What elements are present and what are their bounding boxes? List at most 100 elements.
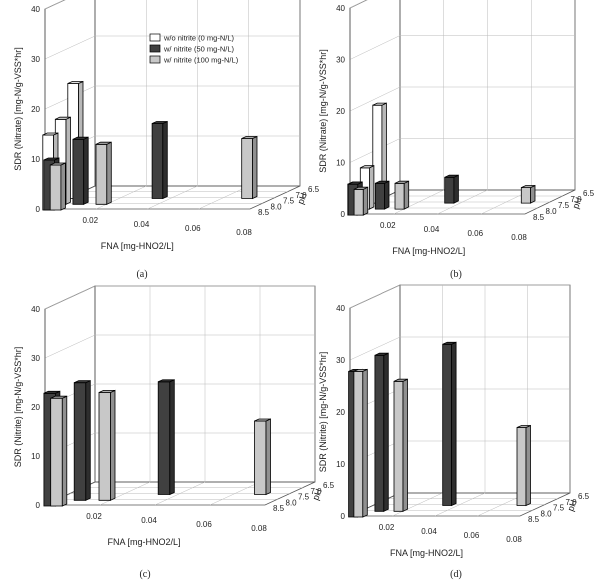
- bar-side: [162, 120, 168, 200]
- legend-label: w/ nitrite (50 mg-N/L): [163, 45, 235, 54]
- x-tick-label: 0.06: [196, 520, 212, 529]
- z-tick-label: 8.0: [541, 509, 553, 518]
- y-tick-label: 20: [31, 105, 40, 114]
- z-tick-label: 8.0: [546, 207, 558, 216]
- panel-label: (c): [139, 569, 150, 580]
- x-tick-label: 0.06: [464, 531, 480, 540]
- panel-label: (b): [450, 269, 462, 280]
- bar-top: [353, 186, 368, 190]
- legend-swatch: [149, 44, 161, 53]
- z-tick-label: 8.0: [286, 498, 298, 507]
- bar-side: [383, 352, 389, 512]
- bar-side: [106, 141, 112, 205]
- x-tick-label: 0.02: [379, 523, 395, 532]
- x-tick-label: 0.04: [134, 220, 150, 229]
- bar-top: [98, 389, 116, 393]
- bar-front: [254, 420, 267, 495]
- x-tick-label: 0.08: [506, 535, 522, 544]
- z-tick-label: 8.0: [271, 202, 283, 211]
- bar-side: [525, 424, 531, 507]
- z-axis-label: pH: [311, 487, 324, 501]
- bar-top: [43, 390, 61, 394]
- bar-front: [157, 381, 171, 495]
- bar-front: [49, 164, 62, 211]
- bar-top: [50, 162, 66, 166]
- bar: [520, 184, 536, 204]
- gridline: [349, 336, 570, 361]
- bar-front: [374, 354, 385, 512]
- bar: [151, 120, 168, 200]
- legend-label: w/o nitrite (0 mg-N/L): [163, 34, 235, 43]
- bar-top: [72, 136, 89, 140]
- bar: [254, 418, 271, 496]
- x-tick-label: 0.08: [236, 228, 252, 237]
- z-tick-label: 7.0: [311, 487, 323, 496]
- gridline: [349, 138, 575, 163]
- bar-top: [158, 379, 175, 383]
- bar: [98, 389, 116, 501]
- bar-top: [151, 121, 168, 124]
- z-tick-label: 8.5: [528, 515, 540, 524]
- bar-side: [265, 418, 271, 496]
- bar-side: [403, 180, 410, 210]
- bar-top: [444, 174, 459, 178]
- bar-top: [360, 165, 375, 169]
- y-tick-label: 30: [31, 55, 40, 64]
- bar-side: [362, 186, 369, 216]
- y-tick-label: 10: [336, 460, 345, 469]
- legend: w/o nitrite (0 mg-N/L) w/ nitrite (50 mg-…: [149, 34, 239, 65]
- bar-side: [451, 341, 457, 507]
- bar-top: [241, 136, 258, 139]
- y-tick-label: 0: [341, 512, 346, 521]
- bar: [374, 352, 389, 512]
- x-tick-label: 0.06: [185, 224, 201, 233]
- bar-front: [241, 138, 253, 199]
- gridline: [349, 284, 570, 309]
- bar-front: [95, 143, 108, 205]
- z-axis-label: pH: [296, 191, 309, 205]
- bar: [442, 341, 457, 507]
- panel-label: (a): [136, 269, 147, 280]
- bar-front: [73, 382, 87, 501]
- x-axis-label: FNA [mg-HNO2/L]: [392, 246, 465, 256]
- z-tick-label: 6.5: [578, 492, 590, 501]
- z-axis-label: pH: [566, 498, 579, 512]
- bar-front: [374, 182, 385, 210]
- z-tick-label: 7.5: [298, 493, 310, 502]
- bar: [95, 141, 112, 205]
- bar-top: [353, 368, 368, 372]
- y-axis-label: SDR (Nitrate) [mg-N/g-VSS*hr]: [13, 47, 23, 171]
- bar-side: [60, 162, 66, 211]
- bar: [50, 395, 68, 507]
- x-tick-label: 0.02: [86, 512, 102, 521]
- bar-top: [42, 132, 59, 136]
- bar-front: [50, 397, 63, 507]
- y-tick-label: 30: [336, 356, 345, 365]
- bar-top: [521, 185, 536, 189]
- bar-front: [444, 176, 455, 204]
- gridline: [349, 0, 368, 9]
- y-tick-label: 10: [336, 159, 345, 168]
- bar-front: [520, 187, 531, 204]
- x-axis-label: FNA [mg-HNO2/L]: [107, 537, 180, 547]
- z-tick-label: 8.5: [273, 504, 285, 513]
- z-tick-label: 6.5: [323, 481, 335, 490]
- x-tick-label: 0.04: [424, 225, 440, 234]
- x-tick-label: 0.02: [82, 216, 98, 225]
- bar: [49, 162, 66, 211]
- y-tick-label: 30: [336, 56, 345, 65]
- z-axis-label: pH: [571, 196, 584, 210]
- y-axis-label: SDR (Nitrate) [mg-N/g-VSS*hr]: [318, 49, 328, 173]
- z-tick-label: 6.5: [308, 185, 320, 194]
- y-tick-label: 40: [336, 304, 345, 313]
- y-tick-label: 40: [31, 305, 40, 314]
- y-tick-label: 20: [31, 403, 40, 412]
- bar-front: [353, 188, 364, 216]
- bar: [444, 174, 459, 204]
- bar-front: [151, 123, 164, 199]
- y-axis-label: SDR (Nitrite) [mg-N/g-VSS*hr]: [13, 347, 23, 468]
- bar-top: [67, 81, 84, 84]
- z-tick-label: 7.0: [296, 191, 308, 200]
- y-tick-label: 10: [31, 452, 40, 461]
